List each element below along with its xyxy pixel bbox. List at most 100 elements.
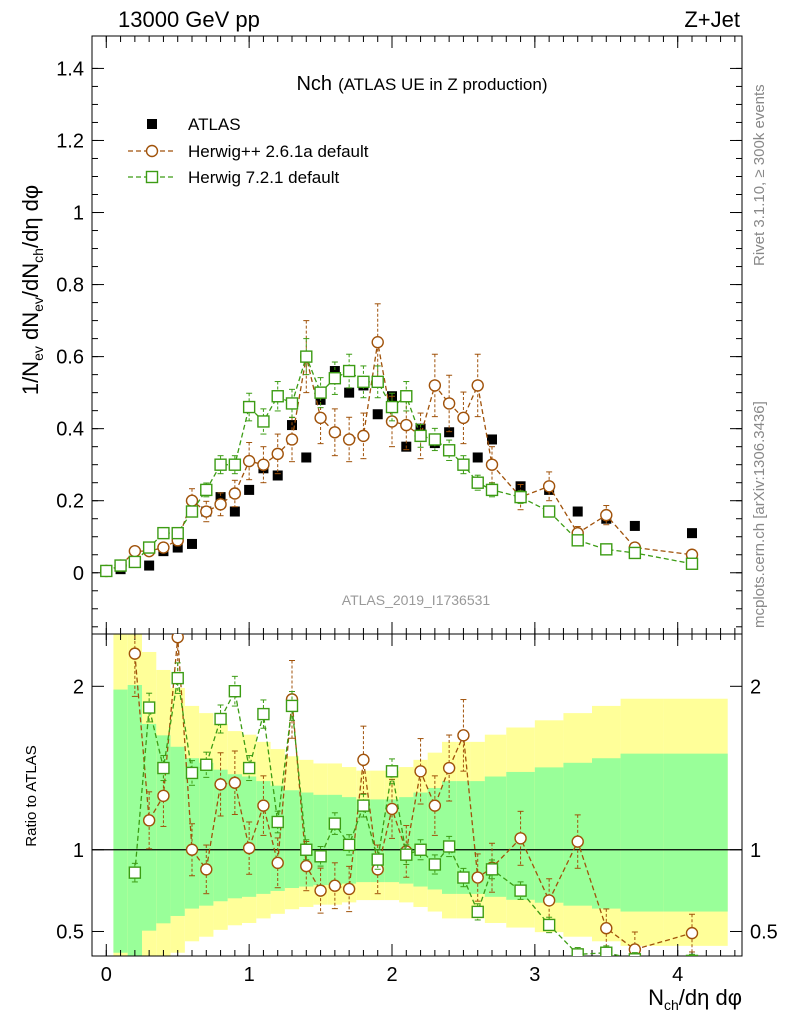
ratio-herwigpp-point xyxy=(242,841,256,855)
band-green xyxy=(113,689,128,953)
band-green xyxy=(456,781,471,894)
legend: ATLAS Herwig++ 2.6.1a default Herwig 7.2.1… xyxy=(128,115,369,187)
herwig7-point xyxy=(685,557,699,570)
herwigpp-point xyxy=(457,411,470,425)
herwigpp-point xyxy=(271,447,284,461)
herwig7-point xyxy=(285,397,299,410)
ratio-herwig7-point xyxy=(271,815,284,829)
herwigpp-point xyxy=(157,541,170,554)
herwig7-point xyxy=(100,564,113,578)
ratio-herwigpp-point xyxy=(228,776,242,789)
herwigpp-point xyxy=(242,454,256,468)
band-green xyxy=(313,794,328,886)
herwig7-point xyxy=(200,483,213,497)
ratio-herwig7-point xyxy=(314,850,327,863)
herwig7-point xyxy=(157,526,170,540)
ratio-herwigpp-point xyxy=(571,835,584,848)
ratio-y-tick-label-right: 0.5 xyxy=(750,921,778,943)
process-label: Z+Jet xyxy=(684,7,740,32)
atlas-point xyxy=(487,434,497,445)
ratio-herwig7-point xyxy=(157,761,170,775)
herwigpp-point xyxy=(542,480,556,493)
y-tick-label: 1.4 xyxy=(56,58,84,80)
band-green xyxy=(242,776,257,897)
x-tick-label: 3 xyxy=(529,964,540,986)
ratio-herwigpp-point xyxy=(457,729,470,742)
herwigpp-point xyxy=(314,411,327,425)
rivet-side-label: Rivet 3.1.10, ≥ 300k events xyxy=(751,84,768,266)
herwig7-point xyxy=(628,546,642,560)
herwig7-point xyxy=(185,505,199,518)
ratio-y-tick-label-right: 1 xyxy=(750,840,761,862)
atlas-point xyxy=(444,427,455,438)
ratio-herwigpp-point xyxy=(200,863,213,876)
ratio-herwigpp-point xyxy=(600,922,613,935)
atlas-point xyxy=(372,409,383,420)
ratio-herwig7-point xyxy=(371,853,384,866)
ratio-herwig7-point xyxy=(328,817,342,830)
band-green xyxy=(127,684,142,956)
ratio-herwig7-point xyxy=(628,953,642,956)
herwigpp-point xyxy=(428,379,442,392)
band-green xyxy=(327,794,342,886)
herwigpp-point xyxy=(471,379,484,392)
herwigpp-point xyxy=(357,429,370,443)
y-tick-label: 1.2 xyxy=(56,130,84,152)
ratio-herwig7-point xyxy=(600,946,613,956)
ratio-herwig7-point xyxy=(185,766,199,780)
band-green xyxy=(534,767,564,903)
herwigpp-point xyxy=(385,415,399,428)
y-tick-label: 0.8 xyxy=(56,275,84,297)
plot-title-main: Nch xyxy=(296,73,332,95)
herwig7-point xyxy=(314,386,327,399)
band-green xyxy=(284,790,300,889)
atlas-point xyxy=(572,506,583,517)
herwig7-point xyxy=(114,559,127,572)
y-tick-label: 0 xyxy=(73,563,84,585)
herwig7-line xyxy=(106,354,693,572)
herwig7-point xyxy=(214,458,227,471)
herwig7-point xyxy=(142,541,156,554)
ratio-herwigpp-point xyxy=(128,647,142,660)
herwig7-point xyxy=(600,543,613,556)
herwig7-point xyxy=(442,444,456,457)
ratio-herwigpp-point xyxy=(542,894,556,907)
herwig7-point xyxy=(485,483,499,497)
legend-herwigpp-marker xyxy=(145,144,159,158)
ratio-herwigpp-point xyxy=(414,765,427,778)
ratio-herwigpp-point xyxy=(271,856,284,870)
atlas-point xyxy=(229,506,240,517)
legend-label: ATLAS xyxy=(188,115,241,134)
herwigpp-point xyxy=(342,433,356,446)
ratio-herwigpp-point xyxy=(514,832,527,845)
herwig7-point xyxy=(400,390,413,403)
band-green xyxy=(399,797,414,884)
ratio-herwigpp-point xyxy=(385,802,399,816)
herwigpp-point xyxy=(285,433,299,446)
ratio-herwig7-point xyxy=(242,761,256,775)
atlas-point xyxy=(472,452,483,463)
ratio-herwigpp-point xyxy=(171,634,184,644)
ratio-herwigpp-point xyxy=(442,761,456,775)
ratio-herwig7-point xyxy=(571,948,584,956)
herwig7-point xyxy=(342,364,356,378)
y-axis-label: 1/Nev dNev/dNch/dη dφ xyxy=(18,185,46,395)
herwig7-point xyxy=(428,433,442,446)
atlas-point xyxy=(301,452,312,463)
herwigpp-point xyxy=(128,544,142,558)
ratio-herwigpp-point xyxy=(685,926,699,940)
herwigpp-line xyxy=(106,342,693,572)
ratio-y-tick-label: 0.5 xyxy=(56,921,84,943)
herwig7-point xyxy=(128,555,142,569)
herwigpp-point xyxy=(328,426,342,439)
ratio-herwigpp-point xyxy=(357,753,370,767)
y-tick-label: 0.4 xyxy=(56,419,84,441)
ratio-herwigpp-point xyxy=(214,778,227,791)
ratio-herwigpp-point xyxy=(428,799,442,812)
herwig7-point xyxy=(571,534,584,547)
band-green xyxy=(484,776,507,897)
band-green xyxy=(227,774,242,899)
atlas-point xyxy=(344,387,355,398)
herwigpp-point xyxy=(600,508,613,522)
ratio-herwig7-point xyxy=(385,765,399,778)
